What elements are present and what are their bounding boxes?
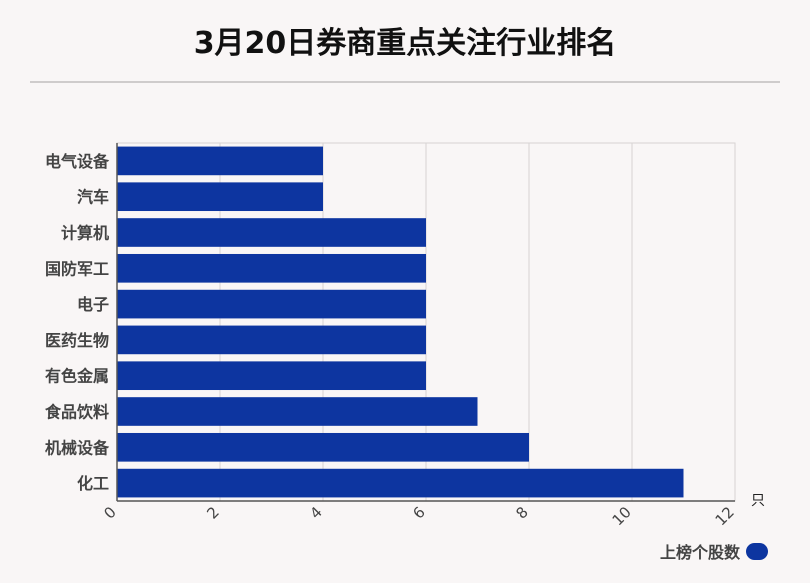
x-tick-label: 0 <box>100 503 119 522</box>
bar <box>117 325 426 355</box>
bar <box>117 397 478 426</box>
y-category-label: 食品饮料 <box>44 403 109 422</box>
bar <box>117 253 426 283</box>
x-tick-label: 4 <box>306 503 325 522</box>
y-category-label: 计算机 <box>61 224 109 243</box>
bar <box>117 182 323 212</box>
y-category-label: 化工 <box>77 474 109 493</box>
x-tick-label: 10 <box>609 503 635 529</box>
legend-swatch <box>746 542 769 560</box>
bar <box>117 146 323 176</box>
x-tick-label: 6 <box>409 503 428 522</box>
bar <box>117 361 426 391</box>
title-divider <box>30 81 780 83</box>
x-tick-label: 8 <box>512 503 531 522</box>
x-tick-label: 12 <box>712 503 738 529</box>
x-tick-label: 2 <box>203 503 222 522</box>
y-category-label: 医药生物 <box>45 331 109 350</box>
legend: 上榜个股数 <box>660 540 769 562</box>
bar <box>117 289 426 319</box>
y-category-label: 有色金属 <box>45 367 109 386</box>
y-category-label: 国防军工 <box>45 259 109 278</box>
y-category-label: 机械设备 <box>45 438 110 457</box>
legend-label: 上榜个股数 <box>660 543 741 562</box>
x-unit-label: 只 <box>751 493 765 509</box>
y-category-label: 电气设备 <box>45 152 110 171</box>
bar <box>117 432 529 462</box>
chart-title: 3月20日券商重点关注行业排名 <box>193 26 617 61</box>
y-category-label: 汽车 <box>77 188 109 207</box>
bar <box>117 218 426 247</box>
y-category-label: 电子 <box>77 295 109 314</box>
bar <box>117 468 684 498</box>
